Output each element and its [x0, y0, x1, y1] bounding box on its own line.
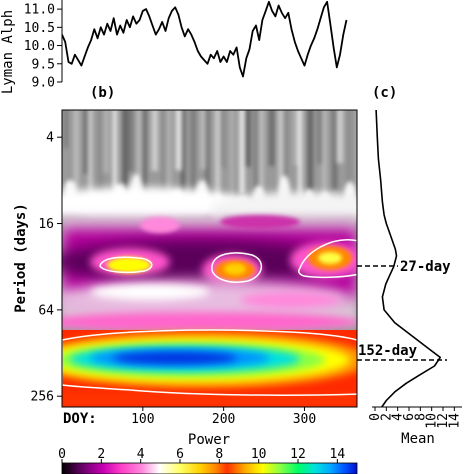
- mean-xtick-label: 0: [368, 413, 383, 421]
- wavelet-texture: [98, 110, 104, 200]
- colorbar-tick-label: 8: [215, 447, 223, 462]
- period-ytick-label: 64: [38, 303, 54, 318]
- wavelet-texture: [88, 110, 93, 227]
- wavelet-texture: [307, 110, 313, 191]
- wavelet-texture: [112, 110, 117, 226]
- colorbar-tick-label: 10: [251, 447, 267, 462]
- wavelet-texture: [122, 110, 128, 199]
- wavelet-texture: [181, 110, 185, 223]
- wavelet-texture: [283, 110, 289, 192]
- significance-contour-27day-3: [298, 239, 357, 279]
- period-ytick-label: 16: [38, 217, 54, 232]
- colorbar-tick-label: 6: [176, 447, 184, 462]
- power-label: Power: [188, 432, 230, 448]
- wavelet-texture: [161, 110, 166, 224]
- lyman-ytick-label: 9.5: [32, 57, 55, 72]
- significance-contour-27day-2: [211, 252, 262, 283]
- lyman-ytick-label: 10.0: [24, 39, 55, 54]
- wavelet-texture: [322, 110, 327, 217]
- wavelet-texture: [220, 110, 226, 168]
- doy-xtick-label: 200: [212, 412, 235, 427]
- mean-xtick-label: 2: [379, 413, 394, 421]
- significance-contour-27day-1: [99, 256, 153, 274]
- wavelet-texture: [103, 110, 109, 173]
- annotation-152day-label: 152-day: [358, 343, 418, 359]
- wavelet-texture: [137, 110, 142, 225]
- wavelet-texture: [317, 110, 324, 164]
- period-ytick-label: 256: [31, 390, 54, 405]
- lyman-ytick-label: 9.0: [32, 76, 55, 91]
- wavelet-frame: [61, 109, 358, 408]
- wavelet-texture: [346, 110, 351, 216]
- mean-xtick-label: 14: [447, 413, 462, 429]
- colorbar-tick-label: 14: [330, 447, 346, 462]
- period-ylabel: Period (days): [13, 203, 29, 313]
- annotation-27day-label: 27-day: [400, 259, 451, 275]
- wavelet-texture: [151, 110, 158, 171]
- lyman-alpha-series-line: [62, 0, 348, 78]
- mean-xtick-label: 10: [425, 413, 440, 429]
- wavelet-texture: [244, 110, 251, 167]
- power-colorbar: Power 0 2 4 6 8 10 12 14: [58, 432, 358, 474]
- colorbar-tick-label: 2: [97, 447, 105, 462]
- wavelet-texture: [293, 110, 300, 165]
- colorbar-tick-label: 0: [58, 447, 66, 462]
- panel-b-label: (b): [90, 85, 115, 101]
- lyman-ytick-label: 11.0: [24, 3, 55, 18]
- wavelet-texture: [142, 110, 147, 198]
- mean-xtick-label: 12: [436, 413, 451, 429]
- significance-contour-152day: [62, 329, 357, 396]
- lyman-ytick-label: 10.5: [24, 21, 55, 36]
- mean-xlabel: Mean: [401, 431, 435, 447]
- colorbar-tick-label: 4: [137, 447, 145, 462]
- wavelet-texture: [259, 110, 264, 193]
- doy-xtick-label: 100: [131, 412, 154, 427]
- period-ytick-label: 4: [46, 131, 54, 146]
- wavelet-texture: [200, 110, 207, 169]
- wavelet-texture: [166, 110, 172, 197]
- lyman-alpha-ylabel: Lyman Alph: [0, 10, 16, 94]
- wavelet-spectrum-panel: Period (days) 4 16 64 256 DOY: 100 200 300: [13, 109, 358, 427]
- colorbar-tick-label: 12: [290, 447, 306, 462]
- wavelet-texture: [205, 110, 210, 222]
- wavelet-texture: [176, 110, 183, 170]
- wavelet-texture: [332, 110, 338, 190]
- mean-xtick-label: 8: [413, 413, 428, 421]
- wavelet-texture: [337, 110, 343, 163]
- mean-xtick-label: 4: [391, 413, 406, 421]
- mean-xtick-label: 6: [402, 413, 417, 421]
- mean-power-line: [375, 109, 441, 408]
- doy-label: DOY:: [63, 411, 97, 427]
- wavelet-texture: [190, 110, 196, 196]
- wavelet-texture: [278, 110, 283, 219]
- colorbar-gradient: [61, 462, 358, 474]
- panel-c-label: (c): [372, 85, 397, 101]
- wavelet-texture: [83, 110, 90, 174]
- wavelet-texture: [239, 110, 245, 194]
- wavelet-texture: [215, 110, 221, 195]
- wavelet-texture: [268, 110, 275, 166]
- wavelet-texture: [229, 110, 234, 221]
- wavelet-texture: [298, 110, 302, 218]
- wavelet-texture: [254, 110, 259, 220]
- wavelet-texture: [64, 110, 68, 148]
- lyman-alpha-panel: Lyman Alph 9.0 9.5 10.0 10.5 11.0: [0, 0, 348, 94]
- wavelet-texture: [73, 110, 79, 201]
- doy-xtick-label: 300: [293, 412, 316, 427]
- wavelet-texture: [127, 110, 134, 172]
- wavelet-heatmap: [62, 110, 357, 407]
